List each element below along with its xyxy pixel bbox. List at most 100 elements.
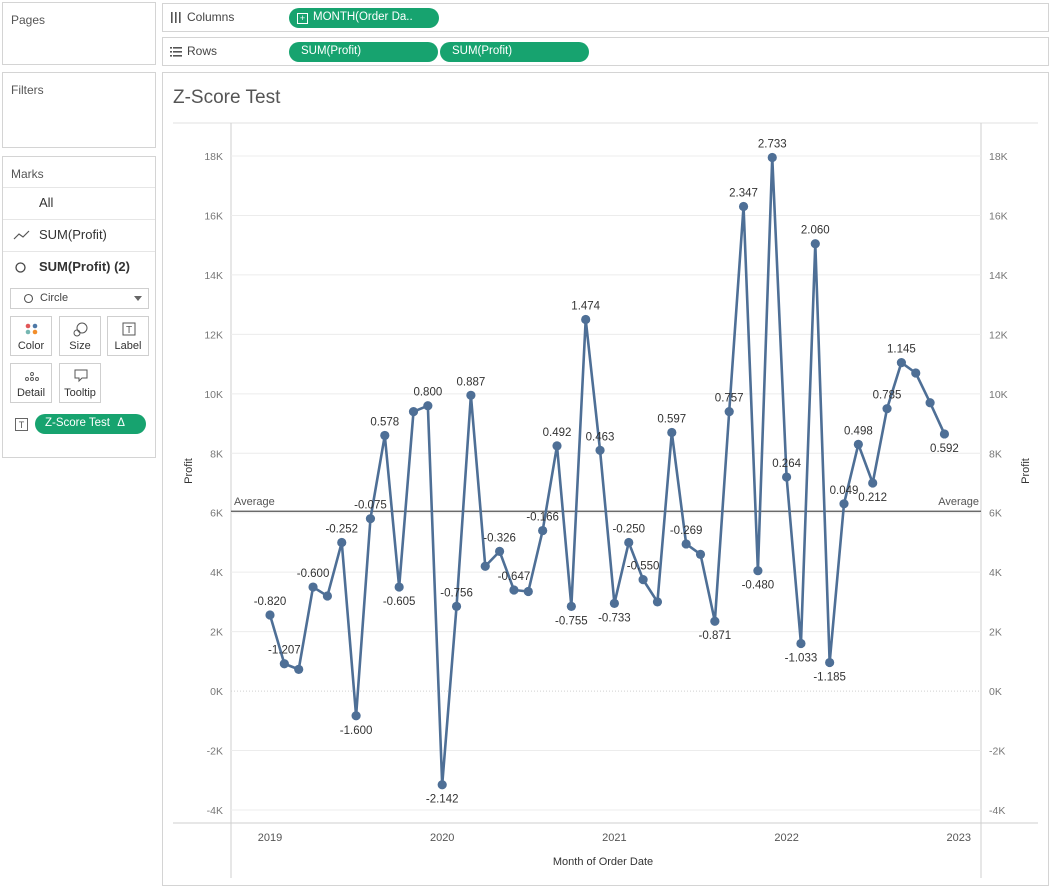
marks-layer-line-tab[interactable]: SUM(Profit) [3, 219, 155, 250]
data-label: 1.145 [887, 344, 916, 356]
data-point [753, 566, 763, 576]
data-point [279, 659, 289, 669]
data-point [523, 586, 533, 597]
rows-shelf[interactable]: Rows SUM(Profit) SUM(Profit) [162, 37, 1049, 66]
columns-icon [171, 12, 181, 23]
size-button[interactable]: Size [59, 316, 101, 356]
profit-line [268, 156, 946, 787]
data-point [294, 664, 304, 674]
average-label-right: Average [938, 496, 979, 508]
data-point [624, 537, 634, 548]
chart-title: Z-Score Test [173, 87, 281, 108]
pages-panel[interactable]: Pages [2, 2, 156, 65]
marks-layer-circle-tab[interactable]: SUM(Profit) (2) [3, 251, 155, 282]
y-tick-label-left: 6K [210, 508, 223, 520]
y-tick-label-left: 10K [204, 389, 223, 401]
tooltip-button[interactable]: Tooltip [59, 363, 101, 403]
y-tick-label-left: -2K [207, 746, 223, 758]
filters-label: Filters [11, 83, 44, 97]
data-point [925, 398, 935, 408]
data-label: -0.755 [555, 615, 588, 627]
data-label: -0.166 [526, 512, 559, 524]
color-label: Color [17, 340, 45, 352]
data-label: 0.592 [930, 443, 959, 455]
data-point [667, 427, 677, 438]
y-tick-label-left: 14K [204, 270, 223, 282]
columns-pill[interactable]: + MONTH(Order Da.. [289, 8, 439, 28]
data-point [437, 780, 447, 790]
data-label: 0.757 [715, 393, 744, 405]
data-point [265, 610, 275, 620]
columns-shelf[interactable]: Columns + MONTH(Order Da.. [162, 3, 1049, 32]
data-label: -0.820 [254, 596, 287, 608]
data-label: 0.800 [413, 387, 442, 399]
color-button[interactable]: Color [10, 316, 52, 356]
rows-pill-2-label: SUM(Profit) [452, 45, 513, 57]
columns-pill-label: MONTH(Order Da.. [313, 11, 413, 23]
pages-label: Pages [11, 13, 46, 27]
data-label: -0.550 [627, 561, 660, 573]
data-point [853, 439, 863, 449]
detail-button[interactable]: Detail [10, 363, 52, 403]
columns-label: Columns [187, 10, 235, 24]
y-tick-label-right: 6K [989, 508, 1002, 520]
data-label: -1.600 [340, 725, 373, 737]
data-label: -0.480 [742, 580, 775, 592]
calc-delta-icon: Δ [117, 417, 125, 429]
color-dots-icon [25, 323, 38, 335]
data-point [710, 616, 720, 626]
rows-pill-1-label: SUM(Profit) [301, 45, 362, 57]
detail-icon [25, 372, 39, 381]
data-label: 2.347 [729, 188, 758, 200]
data-label: -0.250 [612, 523, 645, 535]
data-point [652, 597, 663, 607]
data-label: 0.492 [543, 427, 572, 439]
y-tick-label-left: 0K [210, 686, 223, 698]
data-point [868, 478, 878, 488]
line-chart: -4K -4K -2K -2K 0K 0K 2K 2K 4K 4K 6K 6K 8K 8K 10K 10K 12… [173, 122, 1038, 878]
filters-panel[interactable]: Filters [2, 72, 156, 148]
data-point [509, 585, 519, 595]
y-tick-label-left: 8K [210, 448, 223, 460]
label-field-pill[interactable]: Z-Score Test Δ [35, 414, 146, 434]
data-label: -0.252 [325, 523, 358, 535]
y-tick-label-right: 10K [989, 389, 1008, 401]
rows-label: Rows [187, 44, 218, 58]
data-point [380, 430, 390, 441]
data-label: 2.733 [758, 138, 787, 150]
label-button[interactable]: T Label [107, 316, 149, 356]
data-label: -0.756 [440, 587, 473, 599]
y-tick-label-right: -2K [989, 746, 1005, 758]
data-label: 0.498 [844, 425, 873, 437]
y-tick-label-right: 14K [989, 270, 1008, 282]
rows-pill-1[interactable]: SUM(Profit) [289, 42, 438, 62]
data-label: 0.212 [858, 492, 887, 504]
data-point [595, 445, 605, 455]
x-tick-label: 2019 [258, 832, 282, 844]
data-label: 0.264 [772, 458, 801, 470]
data-label: 0.785 [873, 390, 902, 402]
data-label: 0.463 [586, 431, 615, 443]
y-tick-label-left: 4K [210, 567, 223, 579]
data-point [724, 407, 734, 417]
marks-all-tab[interactable]: All [3, 187, 155, 218]
data-point [738, 201, 749, 212]
label-field-name: Z-Score Test [45, 417, 110, 429]
data-label: -2.142 [426, 794, 459, 806]
tooltip-icon [74, 369, 88, 383]
data-point [681, 539, 691, 549]
data-point [351, 711, 361, 721]
viz-pane: Z-Score Test -4K -4K -2K -2K 0K 0K 2K 2K 4K 4K 6K 6… [162, 72, 1049, 886]
y-tick-label-left: 2K [210, 627, 223, 639]
data-label: 0.597 [657, 413, 686, 425]
rows-pill-2[interactable]: SUM(Profit) [440, 42, 589, 62]
data-point [796, 638, 806, 649]
data-label: -0.733 [598, 612, 631, 624]
y-tick-label-right: 2K [989, 627, 1002, 639]
data-point [695, 549, 706, 559]
y-tick-label-left: 16K [204, 210, 223, 222]
data-point [495, 546, 505, 556]
data-label: -0.605 [383, 596, 416, 608]
mark-type-dropdown[interactable]: Circle [10, 288, 149, 309]
svg-text:T: T [19, 420, 25, 430]
